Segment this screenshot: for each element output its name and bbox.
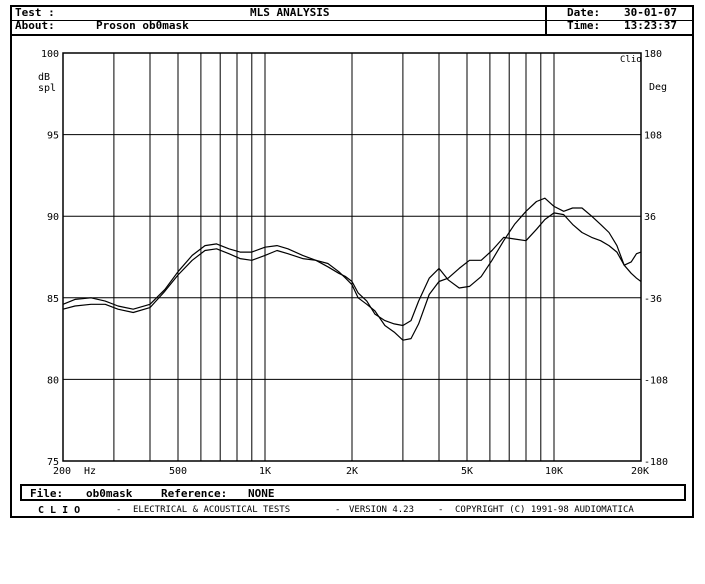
x-tick-label: 200 [53, 466, 71, 477]
y2-tick-label: 180 [644, 49, 662, 60]
clio-brand: C L I O [38, 505, 81, 516]
header-panel: Test : About: Proson ob0mask MLS ANALYSI… [10, 5, 694, 36]
about-label: About: [15, 19, 55, 32]
reference-value: NONE [248, 487, 275, 500]
date-label: Date: [567, 6, 601, 19]
credit-dash-1: - [116, 505, 122, 515]
x-tick-label: 500 [169, 466, 187, 477]
grid [62, 52, 642, 462]
credit-line: C L I O - ELECTRICAL & ACOUSTICAL TESTS … [10, 504, 694, 518]
y2-tick-label: -36 [644, 294, 662, 305]
y-tick-label: 95 [47, 131, 59, 142]
y-tick-label: 80 [47, 375, 59, 386]
left-axis-unit-db: dB [38, 72, 50, 83]
y-tick-label: 100 [41, 49, 59, 60]
x-axis-unit: Hz [84, 466, 96, 477]
y2-tick-label: -180 [644, 457, 668, 468]
credit-dash-2: - [335, 505, 341, 515]
left-axis-unit-spl: spl [38, 83, 56, 94]
frequency-response-chart: dB spl Deg Clio Hz 100 95 90 85 80 75 180 108 36… [38, 49, 668, 477]
clio-corner-label: Clio [620, 55, 642, 65]
y2-tick-label: 36 [644, 212, 656, 223]
curves [62, 197, 642, 341]
file-value: ob0mask [86, 487, 133, 500]
credit-version: VERSION 4.23 [349, 505, 415, 515]
x-tick-label: 5K [461, 466, 473, 477]
date-value: 30-01-07 [624, 6, 677, 19]
about-value: Proson ob0mask [96, 19, 189, 32]
credit-tests: ELECTRICAL & ACOUSTICAL TESTS [133, 505, 291, 515]
x-tick-label: 2K [346, 466, 358, 477]
axis-labels: dB spl Deg Clio Hz 100 95 90 85 80 75 180 108 36… [38, 49, 668, 477]
x-tick-label: 1K [259, 466, 271, 477]
header-row-divider [12, 20, 692, 21]
response-curve-2 [62, 212, 642, 341]
right-axis-unit: Deg [649, 82, 667, 93]
y-tick-label: 85 [47, 294, 59, 305]
y-tick-label: 75 [47, 457, 59, 468]
x-tick-label: 20K [631, 466, 649, 477]
analysis-title: MLS ANALYSIS [250, 6, 330, 19]
time-label: Time: [567, 19, 601, 32]
credit-copyright: COPYRIGHT (C) 1991-98 AUDIOMATICA [455, 505, 634, 515]
file-label: File: [30, 487, 64, 500]
credit-dash-3: - [438, 505, 444, 515]
time-value: 13:23:37 [624, 19, 677, 32]
file-info-bar: File: ob0mask Reference: NONE [20, 484, 686, 501]
x-tick-label: 10K [545, 466, 563, 477]
y2-tick-label: -108 [644, 375, 668, 386]
reference-label: Reference: [161, 487, 228, 500]
test-label: Test : [15, 6, 55, 19]
response-curve-1 [62, 197, 642, 327]
y-tick-label: 90 [47, 212, 59, 223]
y2-tick-label: 108 [644, 131, 662, 142]
